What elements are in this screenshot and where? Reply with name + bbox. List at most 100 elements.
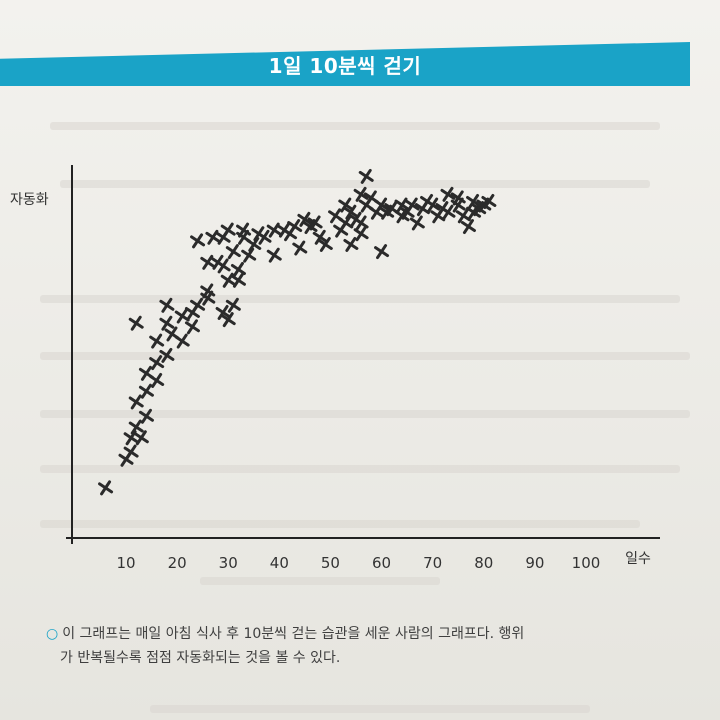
- data-point-stroke: [140, 383, 152, 399]
- data-point: [358, 168, 374, 184]
- data-point: [149, 355, 165, 371]
- data-point-stroke: [355, 215, 367, 231]
- data-point: [374, 244, 390, 260]
- data-point: [374, 197, 390, 213]
- data-point-stroke: [314, 229, 326, 245]
- data-point-stroke: [207, 229, 219, 245]
- data-point: [225, 244, 241, 260]
- data-point-stroke: [248, 236, 260, 252]
- data-point-stroke: [176, 333, 188, 349]
- data-point: [128, 394, 144, 410]
- x-tick-label: 30: [219, 554, 238, 572]
- data-point-stroke: [442, 186, 454, 202]
- data-point-stroke: [442, 204, 454, 220]
- x-tick-label: 90: [525, 554, 544, 572]
- data-point: [230, 272, 246, 288]
- scatter-chart: 자동화 10 20 30 40 50 60 70 80 90 100 일수: [10, 165, 660, 572]
- data-point: [159, 347, 175, 363]
- data-point: [394, 197, 410, 213]
- data-point: [481, 193, 497, 209]
- section-title: 1일 10분씩 걷기: [268, 54, 422, 78]
- data-point: [159, 297, 175, 313]
- data-point-stroke: [406, 197, 418, 213]
- data-point-stroke: [268, 247, 280, 263]
- data-point: [328, 208, 344, 224]
- data-point-stroke: [396, 197, 408, 213]
- data-point-stroke: [330, 208, 342, 224]
- data-point: [123, 444, 139, 460]
- data-point: [98, 480, 114, 496]
- circle-bullet-icon: ○: [46, 626, 59, 642]
- data-point-stroke: [202, 254, 214, 270]
- data-point-stroke: [176, 308, 188, 324]
- data-point-stroke: [360, 168, 372, 184]
- data-point: [266, 222, 282, 238]
- data-point-stroke: [161, 347, 173, 363]
- data-point: [133, 430, 149, 446]
- data-point: [394, 208, 410, 224]
- data-point: [343, 236, 359, 252]
- data-point: [225, 297, 241, 313]
- data-point: [287, 219, 303, 235]
- caption-line-2: 가 반복될수록 점점 자동화되는 것을 볼 수 있다.: [60, 650, 341, 666]
- data-point-stroke: [217, 258, 229, 274]
- data-point: [297, 211, 313, 227]
- data-point-stroke: [186, 319, 198, 335]
- data-point: [307, 215, 323, 231]
- data-point-stroke: [386, 201, 398, 217]
- x-tick-label: 80: [474, 554, 493, 572]
- data-point-stroke: [100, 480, 112, 496]
- caption-line-1: 이 그래프는 매일 아침 식사 후 10분씩 걷는 습관을 세운 사람의 그래프…: [62, 626, 525, 642]
- data-point-stroke: [396, 208, 408, 224]
- data-point-stroke: [340, 215, 352, 231]
- data-point: [455, 208, 471, 224]
- data-point-stroke: [238, 222, 250, 238]
- data-point-stroke: [140, 408, 152, 424]
- data-point: [460, 219, 476, 235]
- data-point-stroke: [222, 222, 234, 238]
- x-tick-label: 60: [372, 554, 391, 572]
- data-point: [200, 254, 216, 270]
- data-point-stroke: [309, 215, 321, 231]
- data-point-stroke: [125, 430, 137, 446]
- data-point-stroke: [222, 312, 234, 328]
- data-point-stroke: [376, 244, 388, 260]
- data-point: [159, 315, 175, 331]
- data-point: [292, 240, 308, 256]
- data-point-stroke: [411, 215, 423, 231]
- data-point-stroke: [355, 226, 367, 242]
- data-point: [338, 197, 354, 213]
- data-point-stroke: [289, 219, 301, 235]
- x-tick-label: 20: [168, 554, 187, 572]
- data-point-stroke: [483, 193, 495, 209]
- data-point: [353, 186, 369, 202]
- data-point: [230, 262, 246, 277]
- data-point-stroke: [135, 430, 147, 446]
- x-tick-label: 40: [270, 554, 289, 572]
- data-point: [404, 197, 420, 213]
- data-point: [440, 186, 456, 202]
- data-point-stroke: [299, 211, 311, 227]
- data-point: [190, 233, 206, 249]
- data-point: [174, 333, 190, 349]
- data-point: [215, 304, 231, 320]
- data-point-stroke: [161, 315, 173, 331]
- data-point: [343, 204, 359, 220]
- data-point: [353, 226, 369, 242]
- data-point-stroke: [232, 272, 244, 288]
- data-point-stroke: [227, 297, 239, 313]
- data-point-stroke: [232, 262, 244, 277]
- data-point: [409, 215, 425, 231]
- data-point-stroke: [130, 419, 142, 435]
- x-tick-label: 50: [321, 554, 340, 572]
- figure-caption: ○ 이 그래프는 매일 아침 식사 후 10분씩 걷는 습관을 세운 사람의 그래…: [46, 622, 686, 670]
- data-point-stroke: [345, 204, 357, 220]
- data-point-stroke: [202, 283, 214, 299]
- data-point: [220, 312, 236, 328]
- data-point: [450, 190, 466, 206]
- data-point: [353, 215, 369, 231]
- data-point-stroke: [462, 219, 474, 235]
- data-point: [215, 258, 231, 274]
- data-point-stroke: [294, 240, 306, 256]
